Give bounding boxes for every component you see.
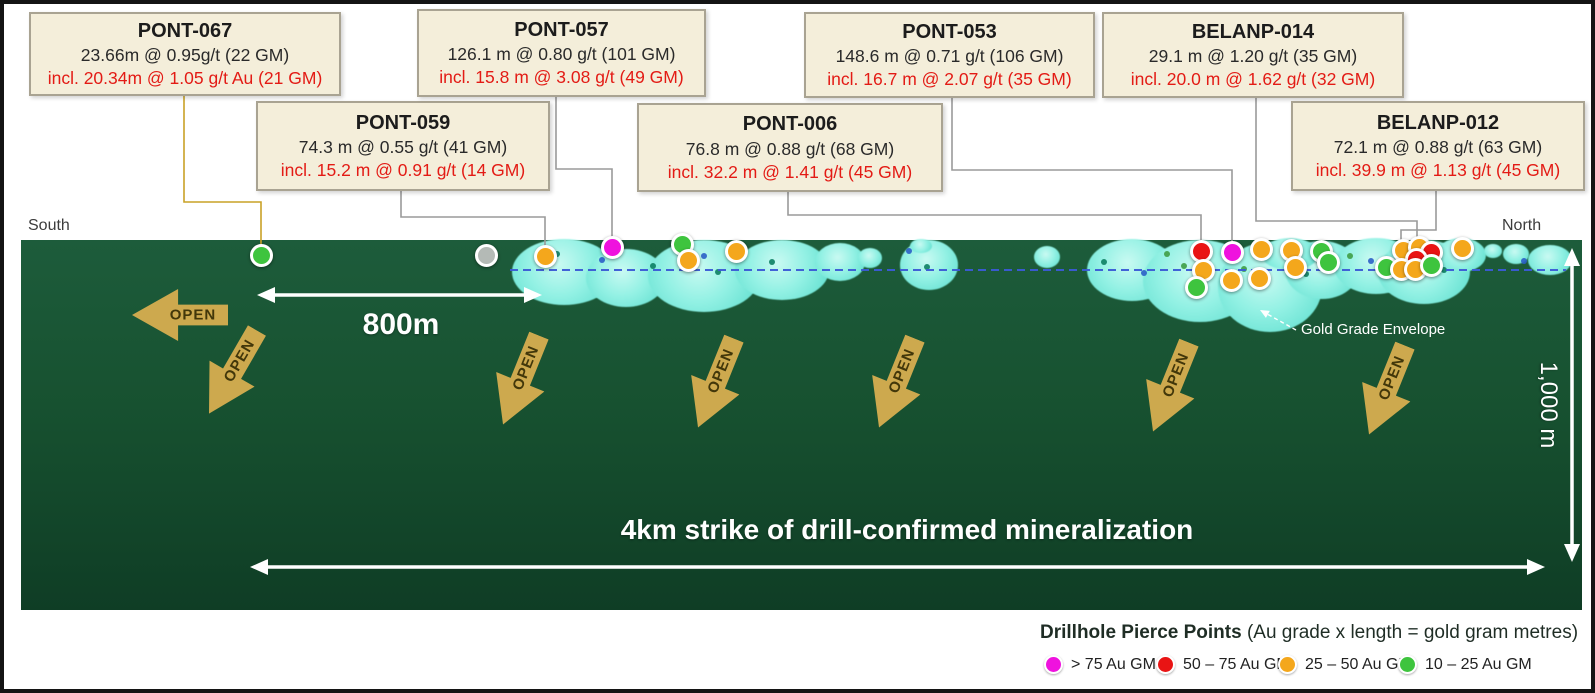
mineral-speck bbox=[1521, 258, 1527, 264]
legend-dot-green bbox=[1398, 655, 1417, 674]
envelope-blob bbox=[858, 248, 882, 268]
legend-item-label: 25 – 50 Au GM bbox=[1305, 655, 1412, 673]
drillhole-name: BELANP-012 bbox=[1376, 111, 1500, 134]
drillhole-name: PONT-059 bbox=[355, 111, 451, 134]
mineral-speck bbox=[650, 263, 656, 269]
envelope-blob bbox=[815, 243, 865, 281]
callout-BELANP-014: BELANP-014 29.1 m @ 1.20 g/t (35 GM) inc… bbox=[1102, 12, 1404, 98]
drillhole-included-interval: incl. 20.0 m @ 1.62 g/t (32 GM) bbox=[1130, 69, 1376, 90]
pierce-point-magenta bbox=[600, 235, 624, 259]
legend-item-label: 50 – 75 Au GM bbox=[1183, 655, 1290, 673]
south-label: South bbox=[28, 217, 70, 234]
drillhole-included-interval: incl. 20.34m @ 1.05 g/t Au (21 GM) bbox=[47, 68, 323, 89]
drillhole-interval: 148.6 m @ 0.71 g/t (106 GM) bbox=[835, 46, 1064, 67]
scale-800m-label: 800m bbox=[362, 308, 440, 341]
drillhole-interval: 23.66m @ 0.95g/t (22 GM) bbox=[80, 45, 290, 66]
pierce-point-orange bbox=[1249, 237, 1273, 261]
mineral-speck bbox=[701, 253, 707, 259]
envelope-blob bbox=[910, 239, 932, 253]
drillhole-name: PONT-053 bbox=[902, 20, 997, 43]
legend-dot-magenta bbox=[1044, 655, 1063, 674]
drillhole-interval: 29.1 m @ 1.20 g/t (35 GM) bbox=[1148, 46, 1358, 67]
mineral-speck bbox=[1164, 251, 1170, 257]
pierce-point-green bbox=[1184, 275, 1208, 299]
legend-title: Drillhole Pierce Points (Au grade x leng… bbox=[1040, 622, 1578, 644]
callout-PONT-006: PONT-006 76.8 m @ 0.88 g/t (68 GM) incl.… bbox=[637, 103, 943, 192]
pierce-point-magenta bbox=[1220, 240, 1244, 264]
legend-item-orange: 25 – 50 Au GM bbox=[1278, 655, 1412, 674]
legend-item-label: > 75 Au GM bbox=[1071, 655, 1156, 673]
callout-BELANP-012: BELANP-012 72.1 m @ 0.88 g/t (63 GM) inc… bbox=[1291, 101, 1585, 191]
mineral-speck bbox=[924, 264, 930, 270]
pierce-point-green bbox=[249, 243, 273, 267]
pierce-point-orange bbox=[1450, 236, 1474, 260]
pierce-point-orange bbox=[533, 244, 557, 268]
pierce-point-orange bbox=[724, 239, 748, 263]
mineral-speck bbox=[715, 269, 721, 275]
pierce-point-orange bbox=[1247, 266, 1271, 290]
mineral-speck bbox=[906, 248, 912, 254]
gold-grade-envelope-label: Gold Grade Envelope bbox=[1301, 321, 1446, 338]
pierce-point-orange bbox=[1219, 268, 1243, 292]
drillhole-interval: 72.1 m @ 0.88 g/t (63 GM) bbox=[1333, 137, 1543, 158]
drillhole-interval: 126.1 m @ 0.80 g/t (101 GM) bbox=[447, 44, 676, 65]
pierce-point-gray bbox=[474, 243, 498, 267]
legend-title-bold: Drillhole Pierce Points bbox=[1040, 622, 1242, 643]
drillhole-name: BELANP-014 bbox=[1191, 20, 1315, 43]
pierce-point-green bbox=[1316, 250, 1340, 274]
drillhole-included-interval: incl. 15.2 m @ 0.91 g/t (14 GM) bbox=[280, 160, 526, 181]
drillhole-name: PONT-057 bbox=[514, 18, 609, 41]
drillhole-interval: 76.8 m @ 0.88 g/t (68 GM) bbox=[685, 138, 895, 159]
cross-section-panel bbox=[21, 240, 1582, 610]
mineral-speck bbox=[1347, 253, 1353, 259]
pierce-point-orange bbox=[676, 248, 700, 272]
mineral-speck bbox=[1181, 263, 1187, 269]
mineral-speck bbox=[1441, 267, 1447, 273]
drillhole-included-interval: incl. 16.7 m @ 2.07 g/t (35 GM) bbox=[827, 69, 1072, 90]
legend-item-magenta: > 75 Au GM bbox=[1044, 655, 1156, 674]
mineral-speck bbox=[769, 259, 775, 265]
strike-length-label: 4km strike of drill-confirmed mineraliza… bbox=[620, 514, 1194, 545]
callout-PONT-053: PONT-053 148.6 m @ 0.71 g/t (106 GM) inc… bbox=[804, 12, 1095, 98]
depth-1000m-label: 1,000 m bbox=[1535, 361, 1562, 449]
legend-dot-orange bbox=[1278, 655, 1297, 674]
mineral-speck bbox=[1303, 271, 1309, 277]
drillhole-included-interval: incl. 15.8 m @ 3.08 g/t (49 GM) bbox=[439, 67, 684, 88]
mineral-speck bbox=[1101, 259, 1107, 265]
envelope-blob bbox=[1034, 246, 1060, 268]
mineral-speck bbox=[1368, 258, 1374, 264]
legend-item-red: 50 – 75 Au GM bbox=[1156, 655, 1290, 674]
legend-dot-red bbox=[1156, 655, 1175, 674]
drillhole-name: PONT-067 bbox=[137, 19, 233, 42]
mineral-speck bbox=[1141, 270, 1147, 276]
legend-item-label: 10 – 25 Au GM bbox=[1425, 655, 1532, 673]
callout-PONT-057: PONT-057 126.1 m @ 0.80 g/t (101 GM) inc… bbox=[417, 9, 706, 97]
callout-PONT-067: PONT-067 23.66m @ 0.95g/t (22 GM) incl. … bbox=[29, 12, 341, 96]
drillhole-name: PONT-006 bbox=[742, 113, 838, 136]
envelope-blob bbox=[1484, 244, 1502, 258]
callout-PONT-059: PONT-059 74.3 m @ 0.55 g/t (41 GM) incl.… bbox=[256, 101, 550, 191]
mineral-speck bbox=[554, 251, 560, 257]
mineral-speck bbox=[599, 257, 605, 263]
drillhole-included-interval: incl. 39.9 m @ 1.13 g/t (45 GM) bbox=[1315, 160, 1561, 181]
drillhole-included-interval: incl. 32.2 m @ 1.41 g/t (45 GM) bbox=[667, 161, 913, 182]
pierce-point-green bbox=[1419, 253, 1443, 277]
north-label: North bbox=[1502, 217, 1542, 234]
drillhole-interval: 74.3 m @ 0.55 g/t (41 GM) bbox=[298, 137, 508, 158]
legend-item-green: 10 – 25 Au GM bbox=[1398, 655, 1532, 674]
legend-title-rest: (Au grade x length = gold gram metres) bbox=[1241, 622, 1579, 643]
pierce-point-orange bbox=[1283, 255, 1307, 279]
